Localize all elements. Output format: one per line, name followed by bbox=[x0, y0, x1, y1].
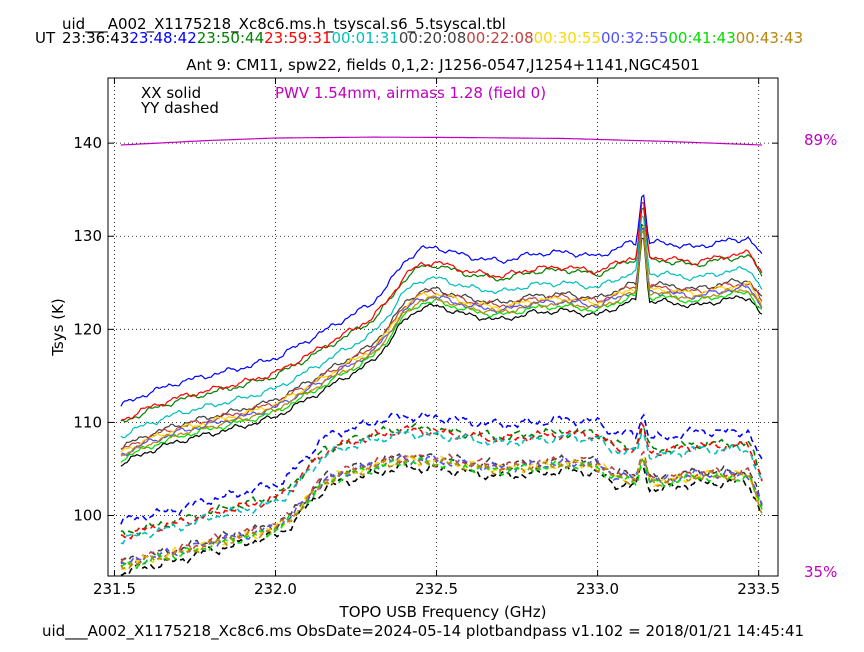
xx-series-line-5 bbox=[120, 223, 763, 450]
y-tick-label-3: 130 bbox=[73, 227, 102, 245]
ut-time-8: 00:32:55 bbox=[601, 29, 668, 47]
x-tick-label-3: 233.0 bbox=[576, 580, 619, 598]
yy-series-line-1 bbox=[120, 410, 763, 525]
x-tick-label-2: 232.5 bbox=[415, 580, 458, 598]
xx-solid-note: XX solid bbox=[141, 84, 201, 102]
xx-series-group bbox=[120, 194, 763, 467]
xx-series-line-10 bbox=[120, 230, 763, 457]
xx-series-line-3 bbox=[120, 202, 763, 421]
ut-time-7: 00:30:55 bbox=[534, 29, 601, 47]
grid-lines bbox=[108, 78, 778, 576]
y-axis-label: Tsys (K) bbox=[49, 298, 67, 357]
ut-times-line: 23:36:4323:48:4223:50:4423:59:3100:01:31… bbox=[62, 29, 803, 47]
xx-series-line-0 bbox=[120, 237, 763, 467]
right-axis-bottom-percent: 35% bbox=[804, 563, 837, 581]
yy-series-line-2 bbox=[120, 422, 763, 537]
yy-series-line-4 bbox=[120, 430, 763, 545]
yy-series-line-8 bbox=[120, 453, 763, 566]
right-axis-top-percent: 89% bbox=[804, 131, 837, 149]
atmosphere-curve-group bbox=[120, 136, 762, 146]
plot-subtitle: Ant 9: CM11, spw22, fields 0,1,2: J1256-… bbox=[186, 56, 700, 74]
x-axis-label: TOPO USB Frequency (GHz) bbox=[339, 603, 547, 621]
atmosphere-transmission-line bbox=[120, 136, 762, 146]
ut-time-4: 00:01:31 bbox=[332, 29, 399, 47]
ut-label: UT bbox=[35, 29, 56, 47]
ut-time-3: 23:59:31 bbox=[264, 29, 331, 47]
ut-time-6: 00:22:08 bbox=[466, 29, 533, 47]
y-tick-label-0: 100 bbox=[73, 506, 102, 524]
x-tick-label-1: 232.0 bbox=[254, 580, 297, 598]
y-tick-label-4: 140 bbox=[73, 134, 102, 152]
yy-series-line-5 bbox=[120, 453, 763, 564]
ut-time-9: 00:41:43 bbox=[668, 29, 735, 47]
pwv-note: PWV 1.54mm, airmass 1.28 (field 0) bbox=[275, 84, 546, 102]
axes-frame bbox=[107, 77, 779, 577]
ut-time-5: 00:20:08 bbox=[399, 29, 466, 47]
ut-time-2: 23:50:44 bbox=[197, 29, 264, 47]
xx-series-line-2 bbox=[120, 207, 763, 423]
yy-series-line-10 bbox=[120, 455, 763, 570]
yy-series-line-9 bbox=[120, 457, 763, 570]
yy-dashed-note: YY dashed bbox=[140, 99, 219, 117]
xx-series-line-9 bbox=[120, 230, 763, 463]
footer-info: uid___A002_X1175218_Xc8c6.ms ObsDate=202… bbox=[42, 622, 804, 641]
ut-time-0: 23:36:43 bbox=[62, 29, 129, 47]
ut-time-1: 23:48:42 bbox=[129, 29, 196, 47]
y-tick-label-1: 110 bbox=[73, 413, 102, 431]
axis-ticks: 231.5 232.0 232.5 233.0 233.5 100 110 120 130 140 bbox=[73, 78, 780, 598]
yy-series-line-7 bbox=[120, 453, 763, 571]
ut-time-10: 00:43:43 bbox=[736, 29, 803, 47]
x-tick-label-4: 233.5 bbox=[737, 580, 780, 598]
yy-series-group bbox=[120, 410, 763, 576]
y-tick-label-2: 120 bbox=[73, 320, 102, 338]
yy-series-line-0 bbox=[120, 461, 763, 576]
filename-title: uid___A002_X1175218_Xc8c6.ms.h_tsyscal.s… bbox=[62, 15, 506, 34]
x-tick-label-0: 231.5 bbox=[93, 580, 136, 598]
xx-series-line-1 bbox=[120, 194, 763, 407]
xx-series-line-4 bbox=[120, 214, 763, 439]
